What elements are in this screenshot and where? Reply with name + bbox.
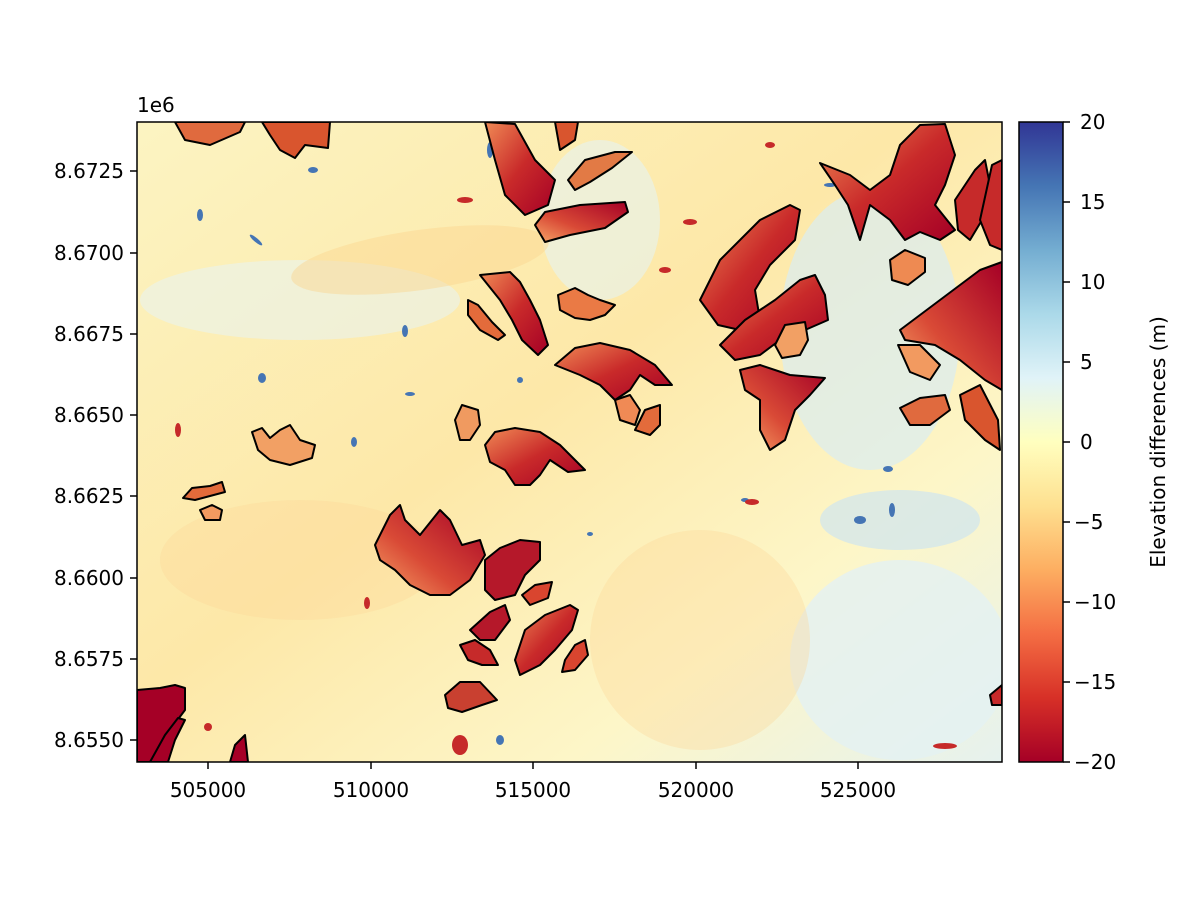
glacier	[567, 151, 633, 191]
stable-terrain-bluish	[140, 260, 460, 340]
y-tick-label: 8.6600	[54, 566, 124, 590]
glacier	[634, 404, 661, 436]
glacier	[199, 504, 223, 521]
colorbar-tick-label: −15	[1074, 670, 1116, 694]
glacier	[182, 481, 226, 501]
glacier	[484, 122, 556, 216]
glacier	[534, 201, 629, 243]
map-area	[137, 122, 1002, 762]
x-tick-label: 505000	[170, 778, 246, 802]
glacier	[557, 287, 616, 321]
colorbar-tick-label: −5	[1074, 510, 1103, 534]
glacier	[479, 271, 549, 356]
glacier	[989, 684, 1002, 706]
y-tick-label: 8.6700	[54, 241, 124, 265]
positive-zone	[820, 490, 980, 550]
y-tick-label: 8.6550	[54, 728, 124, 752]
glacier	[614, 394, 641, 426]
glacier	[229, 734, 249, 762]
glacier	[819, 123, 956, 241]
colorbar-tick-label: −10	[1074, 590, 1116, 614]
glacier	[459, 639, 499, 666]
glacier	[444, 681, 498, 713]
glacier	[467, 299, 506, 341]
glacier	[899, 394, 951, 426]
glacier	[554, 342, 673, 401]
glacier	[899, 261, 1002, 391]
glacier	[521, 581, 553, 606]
positive-zone	[790, 560, 1002, 760]
glacier	[261, 122, 331, 159]
terrain-streak	[590, 530, 810, 750]
glacier	[374, 504, 486, 596]
glacier	[484, 427, 586, 486]
colorbar: 20 15 10 5 0 −5 −10 −15 −20 Elevation di…	[1018, 110, 1170, 774]
glacier	[554, 122, 579, 151]
glacier	[484, 539, 541, 601]
glacier	[251, 424, 316, 466]
glacier	[889, 249, 926, 286]
glacier	[514, 604, 579, 676]
terrain-streak	[160, 500, 440, 620]
colorbar-tick-label: −20	[1074, 750, 1116, 774]
glacier	[897, 344, 941, 381]
colorbar-tick-label: 10	[1080, 270, 1105, 294]
plot-frame	[136, 121, 1003, 763]
glacier	[959, 384, 1001, 451]
x-tick-label: 525000	[820, 778, 896, 802]
y-tick-label: 8.6625	[54, 484, 124, 508]
y-tick-label: 8.6575	[54, 647, 124, 671]
glacier	[149, 717, 186, 762]
glacier-outlines	[137, 122, 1002, 762]
glacier	[774, 321, 809, 359]
glacier	[561, 639, 589, 673]
colorbar-tick-label: 0	[1080, 430, 1093, 454]
glacier	[454, 404, 481, 441]
colorbar-gradient	[1018, 121, 1064, 763]
x-tick-label: 510000	[333, 778, 409, 802]
y-axis: 8.6725 8.6700 8.6675 8.6650 8.6625 8.660…	[54, 159, 137, 752]
glacier	[739, 364, 826, 451]
glacier	[979, 159, 1002, 251]
colorbar-tick-label: 5	[1080, 350, 1093, 374]
glacier	[174, 122, 246, 146]
glacier	[469, 604, 511, 641]
x-tick-label: 520000	[658, 778, 734, 802]
glacier	[719, 274, 829, 361]
y-tick-label: 8.6650	[54, 403, 124, 427]
colorbar-tick-label: 15	[1080, 190, 1105, 214]
colorbar-tick-label: 20	[1080, 110, 1105, 134]
y-tick-label: 8.6725	[54, 159, 124, 183]
negative-artefacts	[175, 142, 957, 755]
x-tick-label: 515000	[495, 778, 571, 802]
x-axis: 505000 510000 515000 520000 525000	[170, 762, 896, 802]
y-offset-label: 1e6	[137, 93, 175, 117]
colorbar-label: Elevation differences (m)	[1146, 316, 1170, 568]
y-tick-label: 8.6675	[54, 322, 124, 346]
